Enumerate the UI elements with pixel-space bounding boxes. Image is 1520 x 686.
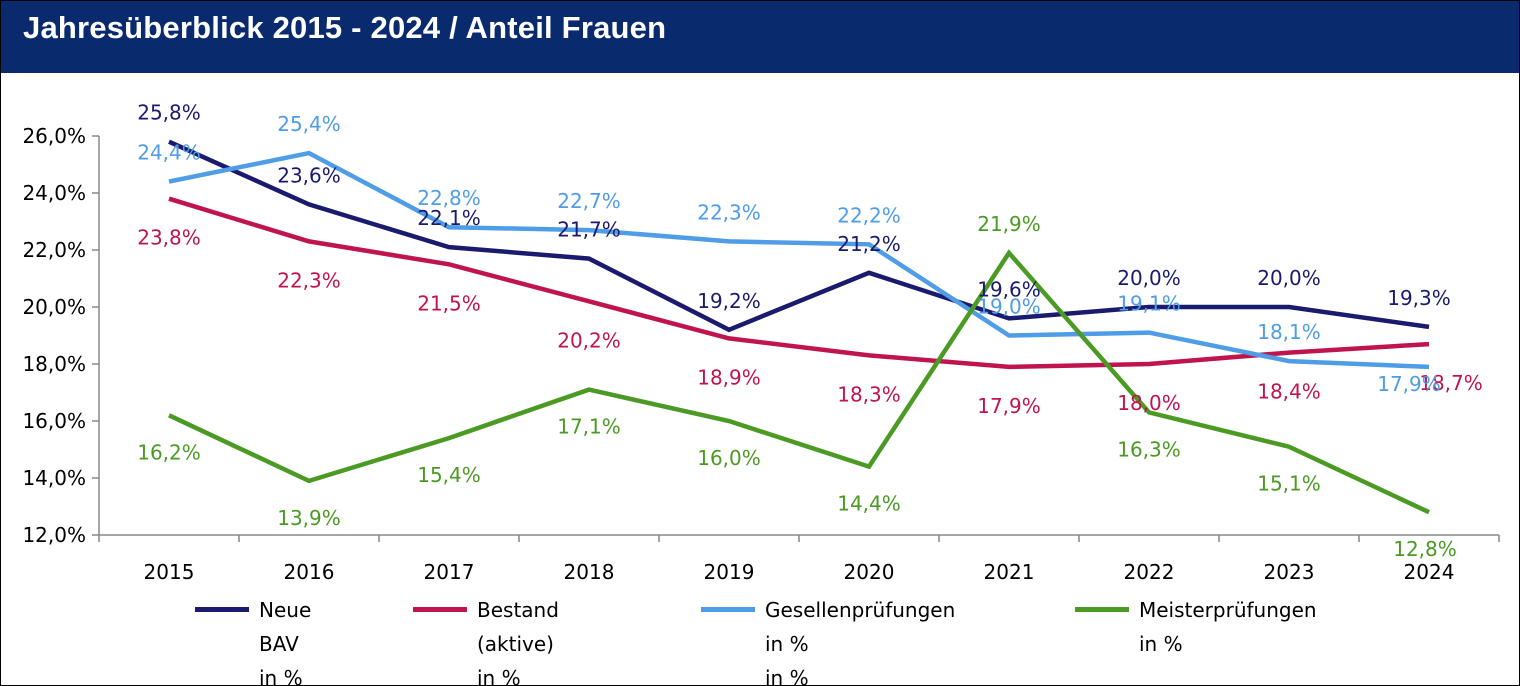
data-label: 18,1% bbox=[1257, 320, 1321, 344]
data-label: 16,3% bbox=[1117, 437, 1181, 461]
data-label: 19,1% bbox=[1117, 292, 1181, 316]
legend-swatch bbox=[195, 607, 249, 612]
chart-legend: Neue BAV in % Bestand (aktive) in % Gesell… bbox=[1, 593, 1519, 685]
data-label: 20,0% bbox=[1257, 266, 1321, 290]
data-label: 25,8% bbox=[137, 101, 201, 125]
data-label: 23,8% bbox=[137, 226, 201, 250]
data-label: 20,0% bbox=[1117, 266, 1181, 290]
data-label: 19,2% bbox=[697, 289, 761, 313]
data-label: 22,2% bbox=[837, 203, 901, 227]
data-label: 19,0% bbox=[977, 295, 1041, 319]
data-label: 15,4% bbox=[417, 463, 481, 487]
chart-title: Jahresüberblick 2015 - 2024 / Anteil Fra… bbox=[23, 10, 667, 45]
data-label: 22,1% bbox=[417, 206, 481, 230]
x-tick-label: 2023 bbox=[1264, 560, 1315, 584]
data-label: 25,4% bbox=[277, 112, 341, 136]
data-label: 23,6% bbox=[277, 163, 341, 187]
data-label: 18,0% bbox=[1117, 391, 1181, 415]
x-tick-label: 2015 bbox=[144, 560, 195, 584]
data-label: 22,3% bbox=[697, 200, 761, 224]
x-tick-label: 2017 bbox=[424, 560, 475, 584]
data-label: 16,0% bbox=[697, 446, 761, 470]
legend-label: Bestand (aktive) in % bbox=[477, 598, 559, 686]
y-tick-label: 18,0% bbox=[22, 352, 86, 376]
data-label: 17,9% bbox=[1377, 372, 1441, 396]
data-label: 18,4% bbox=[1257, 380, 1321, 404]
x-tick-label: 2024 bbox=[1404, 560, 1455, 584]
y-tick-label: 26,0% bbox=[22, 124, 86, 148]
data-label: 21,9% bbox=[977, 212, 1041, 236]
data-label: 19,6% bbox=[977, 277, 1041, 301]
series-line-2 bbox=[168, 150, 1430, 370]
data-label: 22,7% bbox=[557, 189, 621, 213]
series-line-3 bbox=[168, 249, 1430, 515]
data-label: 21,7% bbox=[557, 218, 621, 242]
data-label: 16,2% bbox=[137, 440, 201, 464]
x-tick-label: 2019 bbox=[704, 560, 755, 584]
legend-label: Meisterprüfungen in % bbox=[1139, 598, 1317, 656]
data-label: 12,8% bbox=[1393, 537, 1457, 561]
legend-swatch bbox=[413, 607, 467, 612]
data-label: 17,9% bbox=[977, 394, 1041, 418]
x-tick-label: 2016 bbox=[284, 560, 335, 584]
data-label: 21,5% bbox=[417, 291, 481, 315]
x-tick-label: 2021 bbox=[984, 560, 1035, 584]
y-tick-label: 22,0% bbox=[22, 238, 86, 262]
data-label: 13,9% bbox=[277, 506, 341, 530]
data-label: 19,3% bbox=[1387, 286, 1451, 310]
series-line-0 bbox=[168, 139, 1430, 333]
data-label: 22,3% bbox=[277, 268, 341, 292]
data-label: 15,1% bbox=[1257, 472, 1321, 496]
x-tick-label: 2018 bbox=[564, 560, 615, 584]
legend-label: Neue BAV in % bbox=[259, 598, 312, 686]
data-label: 20,2% bbox=[557, 328, 621, 352]
y-tick-label: 24,0% bbox=[22, 181, 86, 205]
x-tick-label: 2022 bbox=[1124, 560, 1175, 584]
data-label: 24,4% bbox=[137, 141, 201, 165]
data-label: 18,3% bbox=[837, 382, 901, 406]
series-line-1 bbox=[168, 196, 1430, 370]
x-tick-label: 2020 bbox=[844, 560, 895, 584]
y-tick-label: 14,0% bbox=[22, 466, 86, 490]
data-label: 18,7% bbox=[1419, 371, 1483, 395]
data-label: 22,8% bbox=[417, 186, 481, 210]
y-tick-label: 20,0% bbox=[22, 295, 86, 319]
data-label: 17,1% bbox=[557, 415, 621, 439]
line-chart: 12,0% 14,0% 16,0% 18,0% 20,0% 22,0% 24,0% 26,0%… bbox=[22, 101, 1500, 584]
data-label: 18,9% bbox=[697, 365, 761, 389]
title-bar: Jahresüberblick 2015 - 2024 / Anteil Fra… bbox=[1, 1, 1519, 73]
legend-label: Gesellenprüfungen in % in % bbox=[765, 598, 956, 686]
legend-swatch bbox=[1075, 607, 1129, 612]
y-tick-label: 16,0% bbox=[22, 409, 86, 433]
data-label: 14,4% bbox=[837, 492, 901, 516]
data-label: 21,2% bbox=[837, 232, 901, 256]
y-tick-label: 12,0% bbox=[22, 523, 86, 547]
legend-swatch bbox=[701, 607, 755, 612]
